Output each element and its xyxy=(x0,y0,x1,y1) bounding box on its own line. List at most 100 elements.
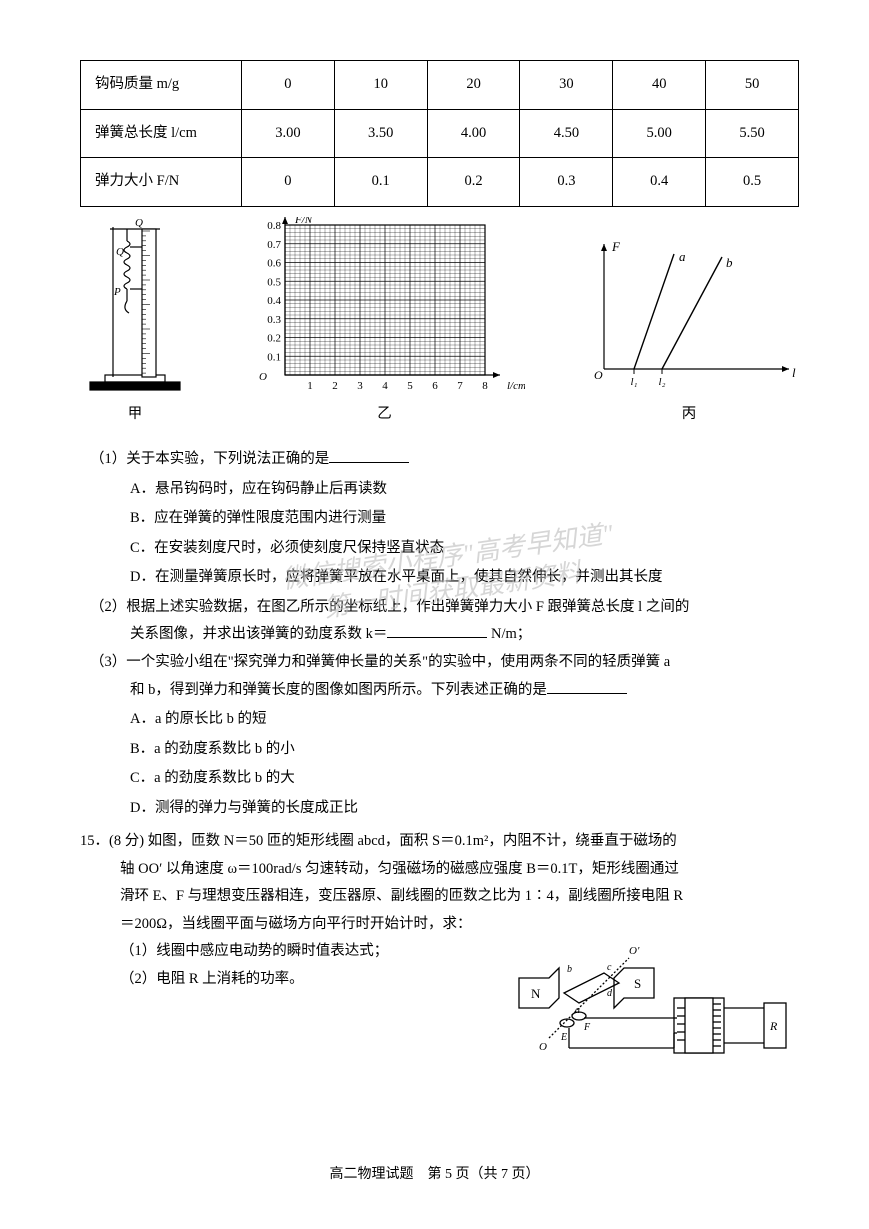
svg-text:0.8: 0.8 xyxy=(267,220,281,232)
svg-text:0.6: 0.6 xyxy=(267,257,281,269)
cell: 0.4 xyxy=(613,158,706,207)
svg-text:0.7: 0.7 xyxy=(267,238,281,250)
svg-text:6: 6 xyxy=(432,380,438,392)
answer-blank xyxy=(329,448,409,464)
q3-line2: 和 b，得到弹力和弹簧长度的图像如图丙所示。下列表述正确的是 xyxy=(130,677,799,705)
cell: 5.50 xyxy=(706,109,799,158)
svg-text:b: b xyxy=(567,964,572,975)
svg-text:Q: Q xyxy=(135,217,143,229)
cell: 3.50 xyxy=(334,109,427,158)
svg-text:F: F xyxy=(583,1022,591,1033)
figure-caption: 甲 xyxy=(128,401,143,429)
cell: 10 xyxy=(334,61,427,110)
q15-line: ＝200Ω，当线圈平面与磁场方向平行时开始计时，求： xyxy=(120,911,799,939)
q2-line2: 关系图像，并求出该弹簧的劲度系数 k＝ N/m； xyxy=(130,621,799,649)
q15-line: 15．(8 分) 如图，匝数 N＝50 匝的矩形线圈 abcd，面积 S＝0.1… xyxy=(80,828,799,856)
svg-text:7: 7 xyxy=(457,380,463,392)
q3-options: A．a 的原长比 b 的短 B．a 的劲度系数比 b 的小 C．a 的劲度系数比… xyxy=(130,706,799,822)
cell: 4.00 xyxy=(427,109,520,158)
svg-text:0.1: 0.1 xyxy=(267,351,281,363)
option-c: C．在安装刻度尺时，必须使刻度尺保持竖直状态 xyxy=(130,535,799,563)
svg-text:O': O' xyxy=(629,945,640,957)
x-axis-label: l xyxy=(792,365,796,380)
option-d: D．在测量弹簧原长时，应将弹簧平放在水平桌面上，使其自然伸长，并测出其长度 xyxy=(130,564,799,592)
svg-text:4: 4 xyxy=(382,380,388,392)
svg-text:a: a xyxy=(679,249,686,264)
table-row: 钩码质量 m/g 0 10 20 30 40 50 xyxy=(81,61,799,110)
svg-text:O: O xyxy=(259,371,267,383)
option-d: D．测得的弹力与弹簧的长度成正比 xyxy=(130,795,799,823)
svg-text:l₂: l₂ xyxy=(659,376,666,388)
svg-text:S: S xyxy=(634,976,641,991)
svg-text:0.5: 0.5 xyxy=(267,276,281,288)
cell: 4.50 xyxy=(520,109,613,158)
q15: 15．(8 分) 如图，匝数 N＝50 匝的矩形线圈 abcd，面积 S＝0.1… xyxy=(80,828,799,1078)
q2-line1: （2）根据上述实验数据，在图乙所示的坐标纸上，作出弹簧弹力大小 F 跟弹簧总长度… xyxy=(90,594,799,622)
q1-prompt: （1）关于本实验，下列说法正确的是 xyxy=(90,446,799,474)
cell: 0.5 xyxy=(706,158,799,207)
cell: 50 xyxy=(706,61,799,110)
svg-text:O: O xyxy=(539,1041,547,1053)
cell: 20 xyxy=(427,61,520,110)
cell: 40 xyxy=(613,61,706,110)
figure-caption: 丙 xyxy=(682,401,697,429)
cell: 0 xyxy=(242,158,335,207)
svg-text:b: b xyxy=(726,255,733,270)
option-b: B．应在弹簧的弹性限度范围内进行测量 xyxy=(130,505,799,533)
svg-text:1: 1 xyxy=(307,380,313,392)
row-label: 弹簧总长度 l/cm xyxy=(81,109,242,158)
cell: 0.2 xyxy=(427,158,520,207)
svg-text:0.3: 0.3 xyxy=(267,313,281,325)
figure-caption: 乙 xyxy=(377,401,392,429)
cell: 0.1 xyxy=(334,158,427,207)
table-row: 弹簧总长度 l/cm 3.00 3.50 4.00 4.50 5.00 5.50 xyxy=(81,109,799,158)
option-b: B．a 的劲度系数比 b 的小 xyxy=(130,736,799,764)
svg-text:0.4: 0.4 xyxy=(267,295,281,307)
figure-jia: Q Q P 甲 xyxy=(80,217,190,429)
figure-row: Q Q P 甲 0.10.20.30.40.50.60.70.8 1234567… xyxy=(80,217,799,429)
cell: 0.3 xyxy=(520,158,613,207)
answer-blank xyxy=(547,678,627,694)
svg-text:5: 5 xyxy=(407,380,413,392)
page-footer: 高二物理试题 第 5 页（共 7 页） xyxy=(0,1162,869,1189)
svg-text:E: E xyxy=(560,1032,567,1043)
svg-text:l₁: l₁ xyxy=(631,376,638,388)
x-axis-label: l/cm xyxy=(507,380,525,392)
svg-text:2: 2 xyxy=(332,380,338,392)
two-line-plot: O F l a b l₁ l₂ xyxy=(579,237,799,397)
y-axis-label: F/N xyxy=(294,217,313,226)
svg-text:P: P xyxy=(113,286,121,298)
table-row: 弹力大小 F/N 0 0.1 0.2 0.3 0.4 0.5 xyxy=(81,158,799,207)
option-a: A．悬吊钩码时，应在钩码静止后再读数 xyxy=(130,476,799,504)
svg-text:c: c xyxy=(607,962,612,973)
answer-blank xyxy=(387,623,487,639)
svg-text:N: N xyxy=(531,986,541,1001)
data-table: 钩码质量 m/g 0 10 20 30 40 50 弹簧总长度 l/cm 3.0… xyxy=(80,60,799,207)
cell: 0 xyxy=(242,61,335,110)
figure-bing: O F l a b l₁ l₂ 丙 xyxy=(579,237,799,429)
q2-text: 关系图像，并求出该弹簧的劲度系数 k＝ xyxy=(130,626,387,642)
svg-text:d: d xyxy=(607,988,613,999)
cell: 3.00 xyxy=(242,109,335,158)
option-a: A．a 的原长比 b 的短 xyxy=(130,706,799,734)
cell: 30 xyxy=(520,61,613,110)
svg-text:R: R xyxy=(769,1019,778,1033)
q3-text: 和 b，得到弹力和弹簧长度的图像如图丙所示。下列表述正确的是 xyxy=(130,682,547,698)
prompt-text: （1）关于本实验，下列说法正确的是 xyxy=(90,451,329,467)
q1-options: A．悬吊钩码时，应在钩码静止后再读数 B．应在弹簧的弹性限度范围内进行测量 C．… xyxy=(130,476,799,592)
circuit-diagram: N S b c a d O' O F E xyxy=(509,938,799,1068)
svg-text:a: a xyxy=(575,1005,580,1016)
figure-yi: 0.10.20.30.40.50.60.70.8 12345678 O F/N … xyxy=(245,217,525,429)
apparatus-diagram: Q Q P xyxy=(80,217,190,397)
row-label: 弹力大小 F/N xyxy=(81,158,242,207)
svg-text:3: 3 xyxy=(357,380,363,392)
svg-text:8: 8 xyxy=(482,380,488,392)
svg-text:O: O xyxy=(594,368,603,382)
cell: 5.00 xyxy=(613,109,706,158)
q2-unit: N/m； xyxy=(487,626,531,642)
grid-plot: 0.10.20.30.40.50.60.70.8 12345678 O F/N … xyxy=(245,217,525,397)
q3-line1: （3）一个实验小组在"探究弹力和弹簧伸长量的关系"的实验中，使用两条不同的轻质弹… xyxy=(90,649,799,677)
option-c: C．a 的劲度系数比 b 的大 xyxy=(130,765,799,793)
row-label: 钩码质量 m/g xyxy=(81,61,242,110)
q15-line: 滑环 E、F 与理想变压器相连，变压器原、副线圈的匝数之比为 1∶4，副线圈所接… xyxy=(120,883,799,911)
